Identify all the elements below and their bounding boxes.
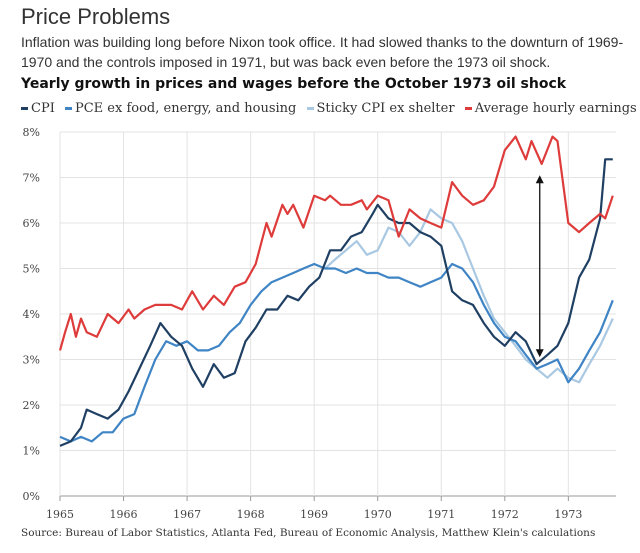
x-tick-label: 1966 bbox=[110, 508, 138, 521]
y-tick-label: 6% bbox=[23, 217, 40, 230]
annotation-arrowhead-top bbox=[535, 175, 544, 184]
series-line-average-hourly-earnings bbox=[58, 135, 614, 351]
legend-swatch-ahe bbox=[464, 107, 472, 110]
y-tick-label: 2% bbox=[23, 399, 40, 412]
annotation-arrowhead-bottom bbox=[535, 349, 544, 358]
x-tick-label: 1969 bbox=[300, 508, 328, 521]
x-tick-label: 1968 bbox=[237, 508, 265, 521]
source-note: Source: Bureau of Labor Statistics, Atla… bbox=[21, 527, 596, 539]
legend-label-ahe: Average hourly earnings bbox=[474, 101, 637, 116]
x-tick-label: 1972 bbox=[491, 508, 519, 521]
legend-swatch-sticky bbox=[306, 107, 314, 110]
legend-label-cpi: CPI bbox=[31, 101, 55, 116]
y-tick-label: 5% bbox=[23, 263, 40, 276]
legend-swatch-cpi bbox=[21, 107, 28, 110]
chart-subtitle: Inflation was building long before Nixon… bbox=[21, 34, 624, 70]
legend-item-pce: PCE ex food, energy, and housing bbox=[64, 101, 297, 116]
y-tick-label: 1% bbox=[23, 445, 40, 458]
chart-heading: Yearly growth in prices and wages before… bbox=[21, 76, 567, 92]
x-tick-label: 1971 bbox=[427, 508, 455, 521]
series-line-cpi bbox=[59, 158, 613, 447]
legend-label-sticky: Sticky CPI ex shelter bbox=[316, 101, 455, 116]
x-tick-label: 1967 bbox=[173, 508, 201, 521]
series-line-pce-ex-food-energy-and-housing bbox=[59, 262, 614, 443]
legend-swatch-pce bbox=[64, 107, 72, 110]
legend-item-cpi: CPI bbox=[21, 101, 55, 116]
legend: CPI PCE ex food, energy, and housing Sti… bbox=[21, 101, 640, 116]
y-tick-label: 4% bbox=[23, 308, 40, 321]
legend-label-pce: PCE ex food, energy, and housing bbox=[74, 101, 297, 116]
legend-item-sticky: Sticky CPI ex shelter bbox=[306, 101, 455, 116]
y-tick-label: 8% bbox=[23, 126, 40, 139]
y-tick-label: 7% bbox=[23, 172, 40, 185]
y-tick-label: 3% bbox=[23, 354, 40, 367]
x-tick-label: 1970 bbox=[364, 508, 392, 521]
x-tick-label: 1965 bbox=[46, 508, 74, 521]
chart-title: Price Problems bbox=[21, 4, 171, 29]
legend-item-ahe: Average hourly earnings bbox=[464, 101, 637, 116]
line-chart: 0% 1% 2% 3% 4% 5% 6% 7% 8% 1965 1966 1967 1968 1969 19… bbox=[23, 126, 616, 521]
x-tick-label: 1973 bbox=[554, 508, 582, 521]
y-tick-label: 0% bbox=[23, 490, 40, 503]
